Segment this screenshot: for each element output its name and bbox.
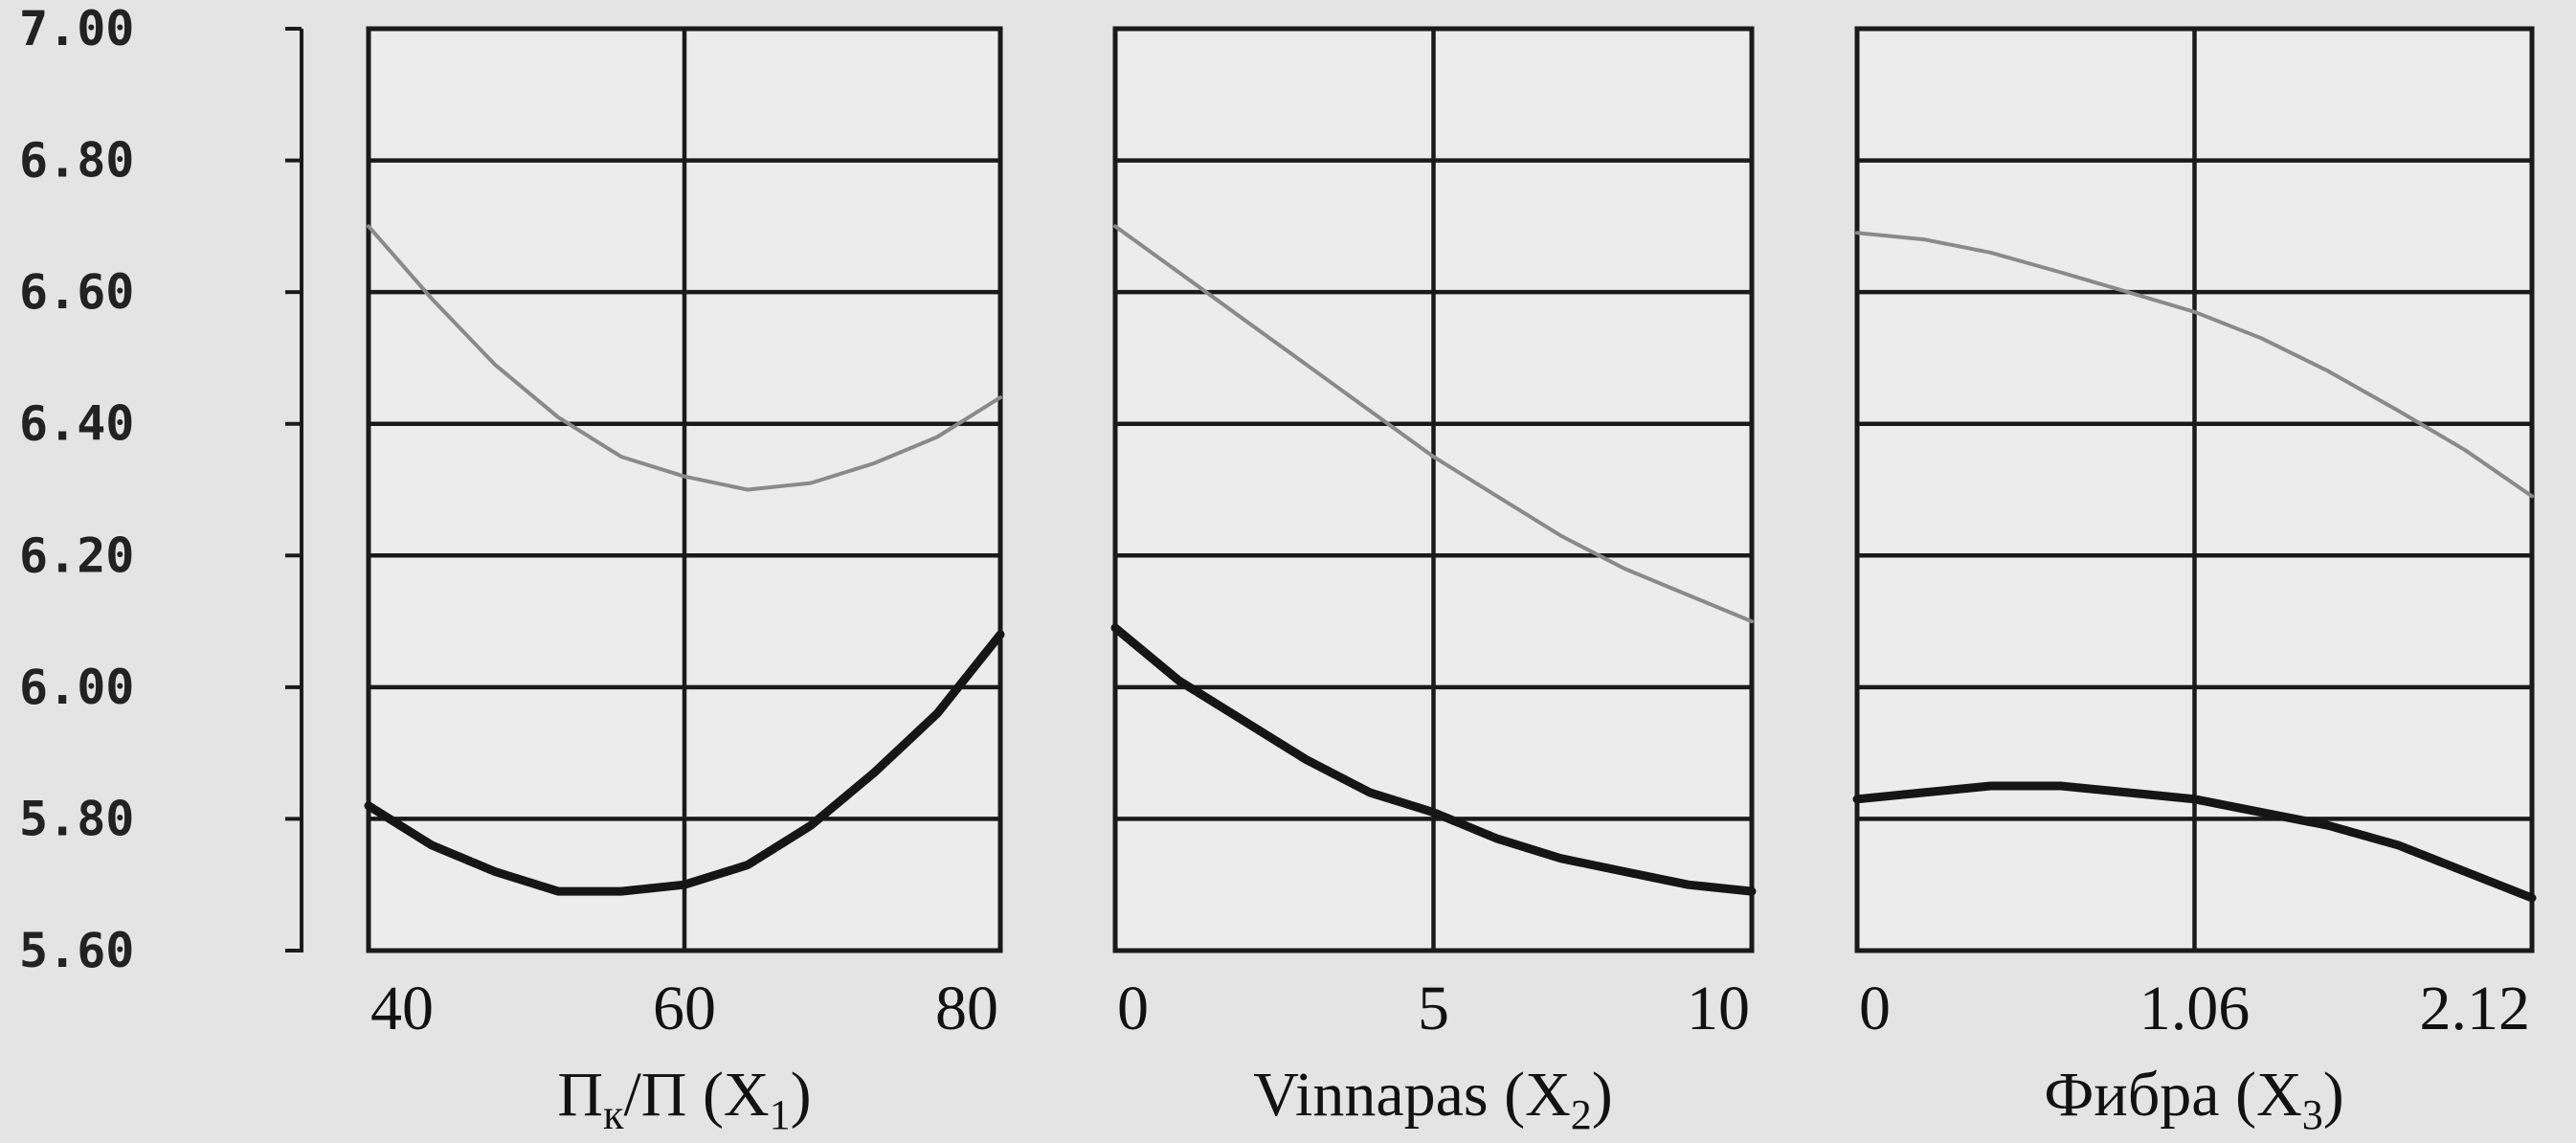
x-tick-label: 10 — [1687, 974, 1750, 1043]
y-tick-label: 5.60 — [19, 923, 134, 978]
series-line-thick — [1852, 781, 2537, 903]
y-tick-label: 6.80 — [19, 133, 134, 189]
x-tick-label: 40 — [370, 974, 434, 1043]
series-lines — [1110, 224, 1757, 896]
x-axis-label: Vinnapas (X2) — [1253, 1060, 1612, 1138]
x-tick-label: 0 — [1859, 974, 1891, 1043]
y-axis-tick-marks — [285, 27, 302, 952]
y-axis-tick-labels: 5.60 5.80 6.00 6.20 6.40 6.60 6.80 7.00 — [19, 1, 134, 978]
x-tick-labels: 40 60 80 — [370, 974, 998, 1043]
x-axis-label: Пк/П (X1) — [557, 1060, 811, 1138]
x-tick-label: 5 — [1418, 974, 1449, 1043]
x-axis-label: Фибра (X3) — [2044, 1060, 2343, 1138]
y-tick-label: 6.00 — [19, 660, 134, 715]
gridlines — [1115, 29, 1752, 951]
series-line-thin — [367, 224, 1002, 492]
series-line-thin — [1113, 224, 1754, 624]
series-lines — [1852, 231, 2537, 903]
x-tick-label: 2.12 — [2420, 974, 2531, 1043]
y-tick-label: 6.20 — [19, 527, 134, 583]
series-lines — [364, 224, 1005, 896]
y-tick-label: 7.00 — [19, 1, 134, 56]
gridlines — [369, 29, 1000, 951]
x-tick-labels: 0 5 10 — [1117, 974, 1750, 1043]
x-tick-labels: 0 1.06 2.12 — [1859, 974, 2530, 1043]
series-line-thick — [364, 630, 1005, 896]
y-tick-label: 6.60 — [19, 264, 134, 320]
series-line-thin — [1855, 231, 2534, 499]
x-tick-label: 60 — [653, 974, 716, 1043]
x-tick-label: 0 — [1117, 974, 1149, 1043]
panel-x2: 0 5 10 Vinnapas (X2) — [1110, 26, 1757, 1138]
series-line-thick — [1110, 623, 1757, 896]
y-tick-label: 6.40 — [19, 396, 134, 452]
panel-x1: 40 60 80 Пк/П (X1) — [364, 26, 1005, 1138]
x-tick-label: 1.06 — [2139, 974, 2251, 1043]
x-tick-label: 80 — [935, 974, 998, 1043]
panel-x3: 0 1.06 2.12 Фибра (X3) — [1852, 26, 2537, 1138]
y-tick-label: 5.80 — [19, 791, 134, 846]
